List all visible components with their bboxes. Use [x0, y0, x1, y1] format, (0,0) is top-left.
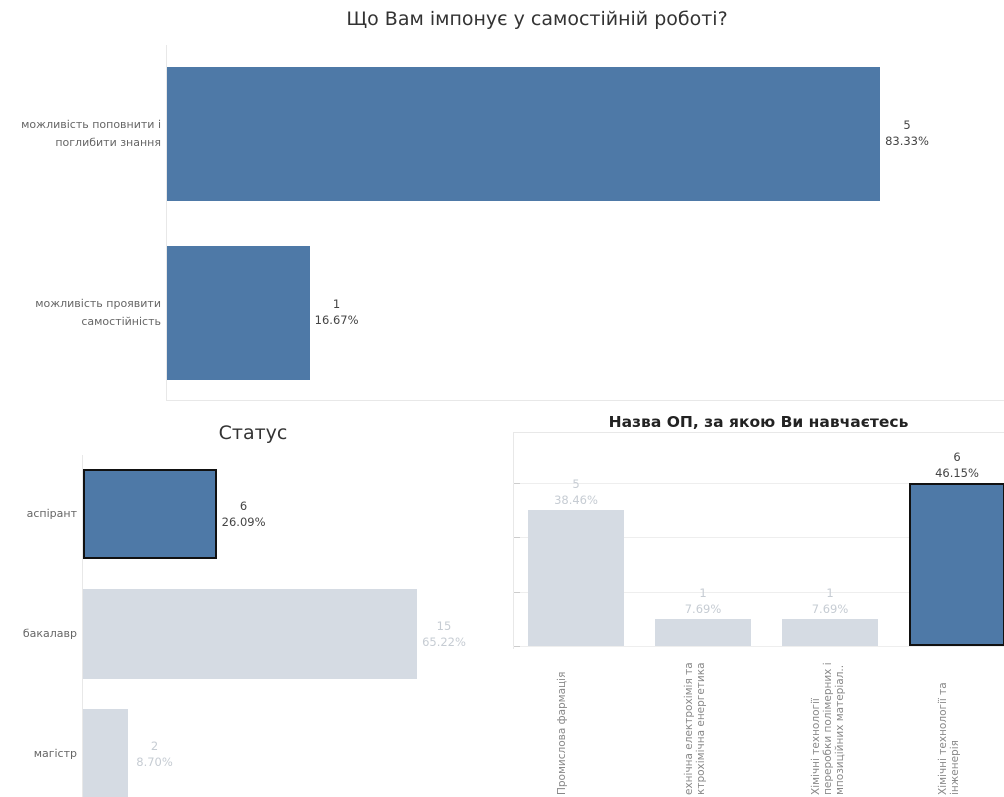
value-label-status-2-count: 15 — [436, 619, 452, 633]
bar-preference-1 — [167, 67, 880, 201]
value-label-program-2-percent: 7.69% — [684, 601, 722, 616]
value-label-program-3-count: 1 — [826, 585, 834, 600]
value-label-status-1: 6 26.09% — [219, 498, 269, 530]
value-label-program-3-percent: 7.69% — [811, 601, 849, 616]
category-label-program-3: Хімічні технології переробки полімерних … — [810, 662, 846, 795]
value-label-program-4-count: 6 — [953, 450, 961, 464]
chart-preferences-baseline — [166, 400, 1004, 401]
tick-program — [514, 483, 520, 484]
chart-program-top-border — [513, 432, 1004, 433]
chart-title-preferences: Що Вам імпонує у самостійній роботі? — [346, 8, 728, 30]
chart-title-program: Назва ОП, за якою Ви навчаєтесь — [608, 413, 909, 431]
chart-status-axis — [82, 455, 83, 797]
bar-program-1 — [528, 510, 624, 646]
category-label-status-3: магістр — [33, 747, 77, 760]
value-label-program-3: 1 7.69% — [800, 585, 860, 617]
category-label-status-2: бакалавр — [22, 627, 77, 640]
bar-status-1 — [83, 469, 217, 559]
gridline-program — [513, 483, 1004, 484]
chart-preferences-axis — [166, 45, 167, 401]
bar-preference-2 — [167, 246, 310, 380]
value-label-program-4: 6 46.15% — [927, 449, 987, 481]
value-label-status-1-count: 6 — [239, 499, 248, 513]
value-label-program-1-percent: 38.46% — [554, 493, 598, 508]
category-label-preference-1: можливість поповнити і поглибити знання — [21, 118, 161, 149]
value-label-program-1-count: 5 — [572, 477, 580, 492]
tick-program — [514, 646, 520, 647]
value-label-status-2: 15 65.22% — [419, 618, 469, 650]
value-label-preference-2: 1 16.67% — [312, 296, 362, 328]
chart-program-axis — [513, 432, 514, 649]
value-label-status-3-percent: 8.70% — [136, 755, 173, 769]
value-label-preference-2-count: 1 — [332, 297, 341, 311]
bar-status-2 — [83, 589, 417, 679]
bar-program-4 — [909, 483, 1004, 646]
category-label-status-1: аспірант — [26, 507, 77, 520]
chart-title-status: Статус — [218, 422, 288, 444]
value-label-preference-1: 5 83.33% — [882, 117, 932, 149]
category-label-preference-2: можливість проявити самостійність — [35, 297, 161, 328]
tick-program — [514, 591, 520, 593]
gridline-program — [513, 537, 1004, 539]
value-label-preference-1-count: 5 — [903, 118, 911, 132]
bar-status-3 — [83, 709, 128, 797]
value-label-status-2-percent: 65.22% — [422, 635, 466, 649]
category-label-program-4: Хімічні технології та інженерія — [937, 682, 961, 795]
category-label-program-2: ехнічна електрохімія та ктрохімічна енер… — [683, 662, 707, 795]
tick-program — [514, 537, 520, 539]
value-label-program-1: 5 38.46% — [546, 476, 606, 508]
category-label-program-1: Промислова фармація — [556, 671, 568, 795]
value-label-status-3-count: 2 — [150, 739, 159, 753]
value-label-preference-2-percent: 16.67% — [314, 313, 359, 327]
value-label-program-4-percent: 46.15% — [935, 466, 979, 480]
value-label-program-2: 1 7.69% — [673, 585, 733, 617]
value-label-program-2-count: 1 — [699, 585, 707, 600]
gridline-program — [513, 591, 1004, 593]
bar-program-2 — [655, 618, 751, 646]
bar-program-3 — [782, 618, 878, 646]
gridline-program — [513, 646, 1004, 647]
value-label-status-1-percent: 26.09% — [221, 515, 266, 529]
value-label-status-3: 2 8.70% — [130, 738, 180, 770]
value-label-preference-1-percent: 83.33% — [885, 134, 929, 148]
